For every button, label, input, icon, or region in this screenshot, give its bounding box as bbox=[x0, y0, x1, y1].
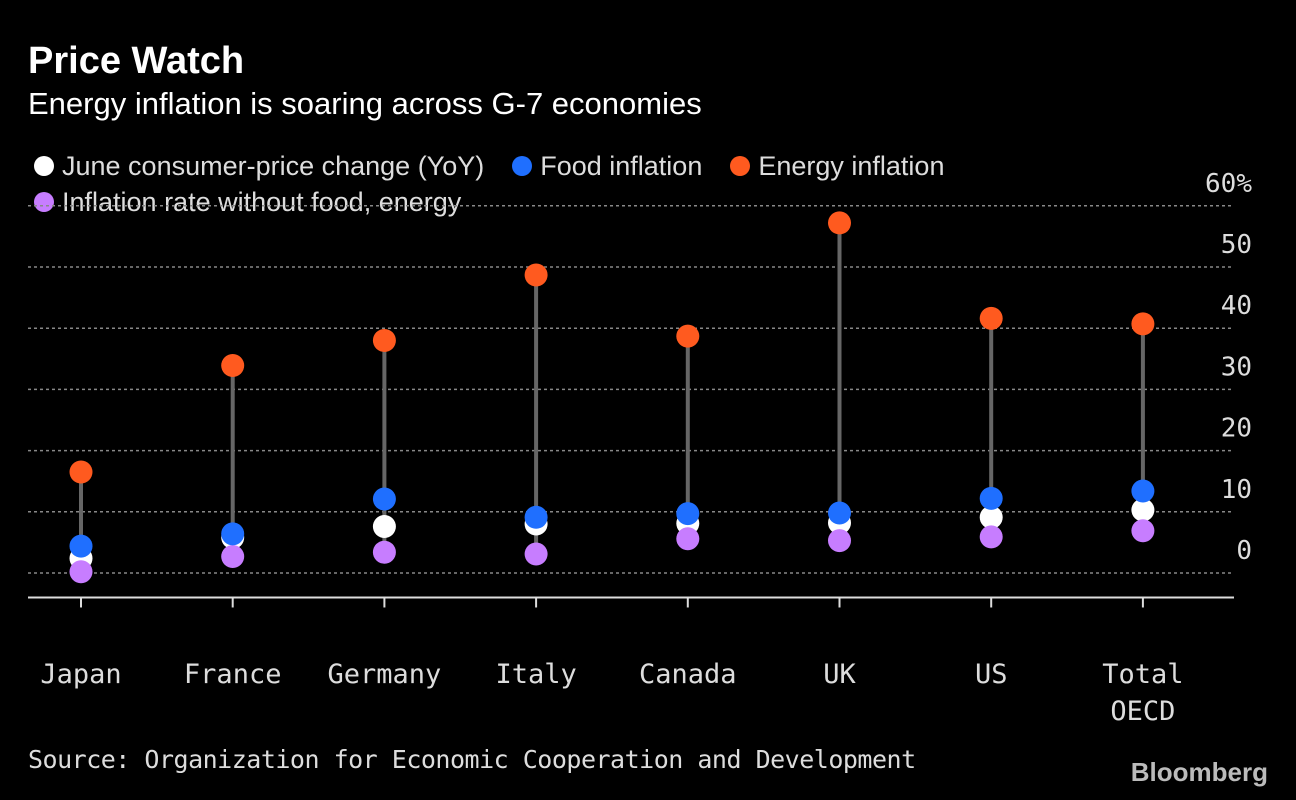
data-point bbox=[221, 522, 245, 546]
data-point bbox=[221, 544, 245, 568]
data-point bbox=[979, 486, 1003, 510]
legend-item-energy: Energy inflation bbox=[724, 151, 944, 182]
legend-label-energy: Energy inflation bbox=[758, 150, 945, 181]
data-point bbox=[69, 460, 93, 484]
data-point bbox=[372, 540, 396, 564]
data-point bbox=[69, 560, 93, 584]
data-point bbox=[828, 501, 851, 525]
data-point bbox=[979, 306, 1003, 330]
data-point bbox=[221, 354, 245, 378]
legend: June consumer-price change (YoY) Food in… bbox=[28, 148, 1128, 220]
y-tick-label: 20 bbox=[1221, 414, 1252, 444]
data-point bbox=[524, 542, 548, 566]
data-point bbox=[1131, 519, 1155, 543]
legend-label-cpi: June consumer-price change (YoY) bbox=[62, 150, 485, 181]
data-point bbox=[372, 487, 396, 511]
x-tick-label: Germany bbox=[328, 659, 442, 690]
x-tick-label: France bbox=[184, 659, 282, 690]
data-point bbox=[828, 529, 851, 553]
y-tick-label: 60% bbox=[1205, 169, 1252, 199]
x-tick-label: US bbox=[975, 659, 1008, 690]
data-point bbox=[372, 514, 396, 538]
x-tick-label: Total OECD bbox=[1102, 659, 1183, 727]
data-point bbox=[1131, 479, 1155, 503]
legend-item-cpi: June consumer-price change (YoY) bbox=[28, 151, 484, 182]
data-point bbox=[524, 505, 548, 529]
source-note: Source: Organization for Economic Cooper… bbox=[28, 745, 916, 774]
data-point bbox=[979, 525, 1003, 549]
data-point bbox=[979, 505, 1003, 529]
data-point bbox=[676, 324, 700, 348]
y-tick-label: 10 bbox=[1221, 475, 1252, 505]
data-point bbox=[676, 527, 700, 551]
data-point bbox=[1131, 312, 1155, 336]
x-tick-label: Japan bbox=[40, 659, 121, 690]
legend-swatch-energy bbox=[730, 156, 751, 176]
data-point bbox=[1131, 498, 1155, 522]
legend-swatch-cpi bbox=[34, 156, 54, 176]
x-tick-label: UK bbox=[823, 659, 856, 690]
legend-label-core: Inflation rate without food, energy bbox=[62, 186, 462, 217]
y-tick-label: 0 bbox=[1236, 536, 1252, 566]
legend-item-food: Food inflation bbox=[506, 151, 702, 182]
legend-swatch-food bbox=[512, 156, 533, 176]
legend-swatch-core bbox=[34, 192, 54, 212]
legend-item-core: Inflation rate without food, energy bbox=[28, 187, 461, 218]
y-tick-label: 30 bbox=[1221, 352, 1252, 382]
y-tick-label: 50 bbox=[1221, 230, 1252, 260]
y-tick-label: 40 bbox=[1221, 291, 1252, 321]
x-tick-label: Canada bbox=[639, 659, 737, 690]
x-tick-label: Italy bbox=[495, 659, 576, 690]
data-point bbox=[676, 502, 700, 526]
chart-title: Price Watch bbox=[28, 40, 245, 82]
bloomberg-logo: Bloomberg bbox=[1130, 757, 1268, 787]
data-point bbox=[372, 328, 396, 352]
data-point bbox=[69, 534, 93, 558]
legend-label-food: Food inflation bbox=[540, 150, 703, 181]
data-point bbox=[828, 211, 851, 235]
chart-subtitle: Energy inflation is soaring across G-7 e… bbox=[28, 86, 702, 121]
data-point bbox=[524, 263, 548, 287]
